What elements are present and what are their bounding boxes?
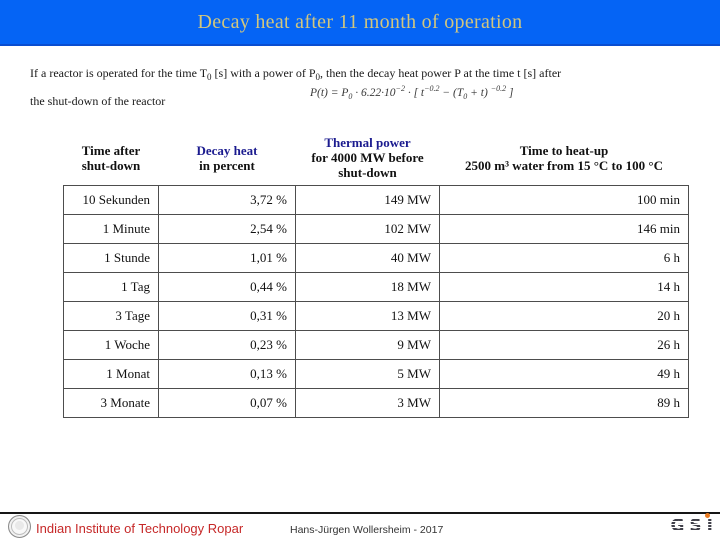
table-cell: 0,23 % [158,330,296,360]
table-cell: 102 MW [295,214,440,244]
table-cell: 146 min [439,214,689,244]
gsi-logo-letters: GSI [670,516,718,536]
table-row: 1 Woche 0,23 % 9 MW 26 h [63,330,689,360]
table-row: 1 Tag 0,44 % 18 MW 14 h [63,272,689,302]
table-row: 3 Tage 0,31 % 13 MW 20 h [63,301,689,331]
table-cell: 0,07 % [158,388,296,418]
table-cell: 26 h [439,330,689,360]
intro-text: If a reactor is operated for the time T0… [30,66,690,118]
iit-ropar-logo-icon [8,515,31,538]
table-cell: 13 MW [295,301,440,331]
col-header-decay-heat: Decay heat in percent [196,142,258,173]
col-header-time-to-heat-up: Time to heat-up 2500 m³ water from 15 °C… [465,142,663,173]
table-cell: 5 MW [295,359,440,389]
table-cell: 1 Woche [63,330,159,360]
table-cell: 0,31 % [158,301,296,331]
table-row: 1 Stunde 1,01 % 40 MW 6 h [63,243,689,273]
author-credit: Hans-Jürgen Wollersheim - 2017 [290,524,444,536]
intro-line-1: If a reactor is operated for the time T0… [30,66,562,82]
table-cell: 1 Stunde [63,243,159,273]
table-row: 10 Sekunden 3,72 % 149 MW 100 min [63,185,689,215]
table-cell: 3 Tage [63,301,159,331]
table-cell: 40 MW [295,243,440,273]
table-row: 1 Monat 0,13 % 5 MW 49 h [63,359,689,389]
table-row: 3 Monate 0,07 % 3 MW 89 h [63,388,689,418]
table-cell: 2,54 % [158,214,296,244]
table-cell: 9 MW [295,330,440,360]
table-cell: 1 Monat [63,359,159,389]
table-cell: 18 MW [295,272,440,302]
table-cell: 10 Sekunden [63,185,159,215]
table-cell: 89 h [439,388,689,418]
table-cell: 3,72 % [158,185,296,215]
page-title: Decay heat after 11 month of operation [197,10,523,33]
table-cell: 6 h [439,243,689,273]
table-cell: 3 Monate [63,388,159,418]
table-cell: 149 MW [295,185,440,215]
table-cell: 14 h [439,272,689,302]
decay-heat-formula: P(t) = P0 · 6.22·10−2 · [ t−0.2 − (T0 + … [310,84,514,101]
decay-heat-table: Time after shut-down Decay heat in perce… [63,130,689,418]
intro-line-2: the shut-down of the reactor [30,94,166,108]
table-row: 1 Minute 2,54 % 102 MW 146 min [63,214,689,244]
footer-divider [0,512,720,514]
table-cell: 100 min [439,185,689,215]
gsi-logo-orange-dot-icon [705,513,710,518]
slide-title-bar: Decay heat after 11 month of operation [0,0,720,46]
institute-name: Indian Institute of Technology Ropar [36,521,244,536]
table-cell: 1 Tag [63,272,159,302]
col-header-thermal-power: Thermal power for 4000 MW before shut-do… [311,135,424,180]
table-cell: 0,13 % [158,359,296,389]
table-header-row: Time after shut-down Decay heat in perce… [64,130,689,186]
table-cell: 49 h [439,359,689,389]
col-header-time-after-shutdown: Time after shut-down [81,142,141,173]
table-cell: 3 MW [295,388,440,418]
table-cell: 0,44 % [158,272,296,302]
gsi-logo: GSI [670,513,718,538]
table-cell: 1,01 % [158,243,296,273]
table-cell: 20 h [439,301,689,331]
table-cell: 1 Minute [63,214,159,244]
